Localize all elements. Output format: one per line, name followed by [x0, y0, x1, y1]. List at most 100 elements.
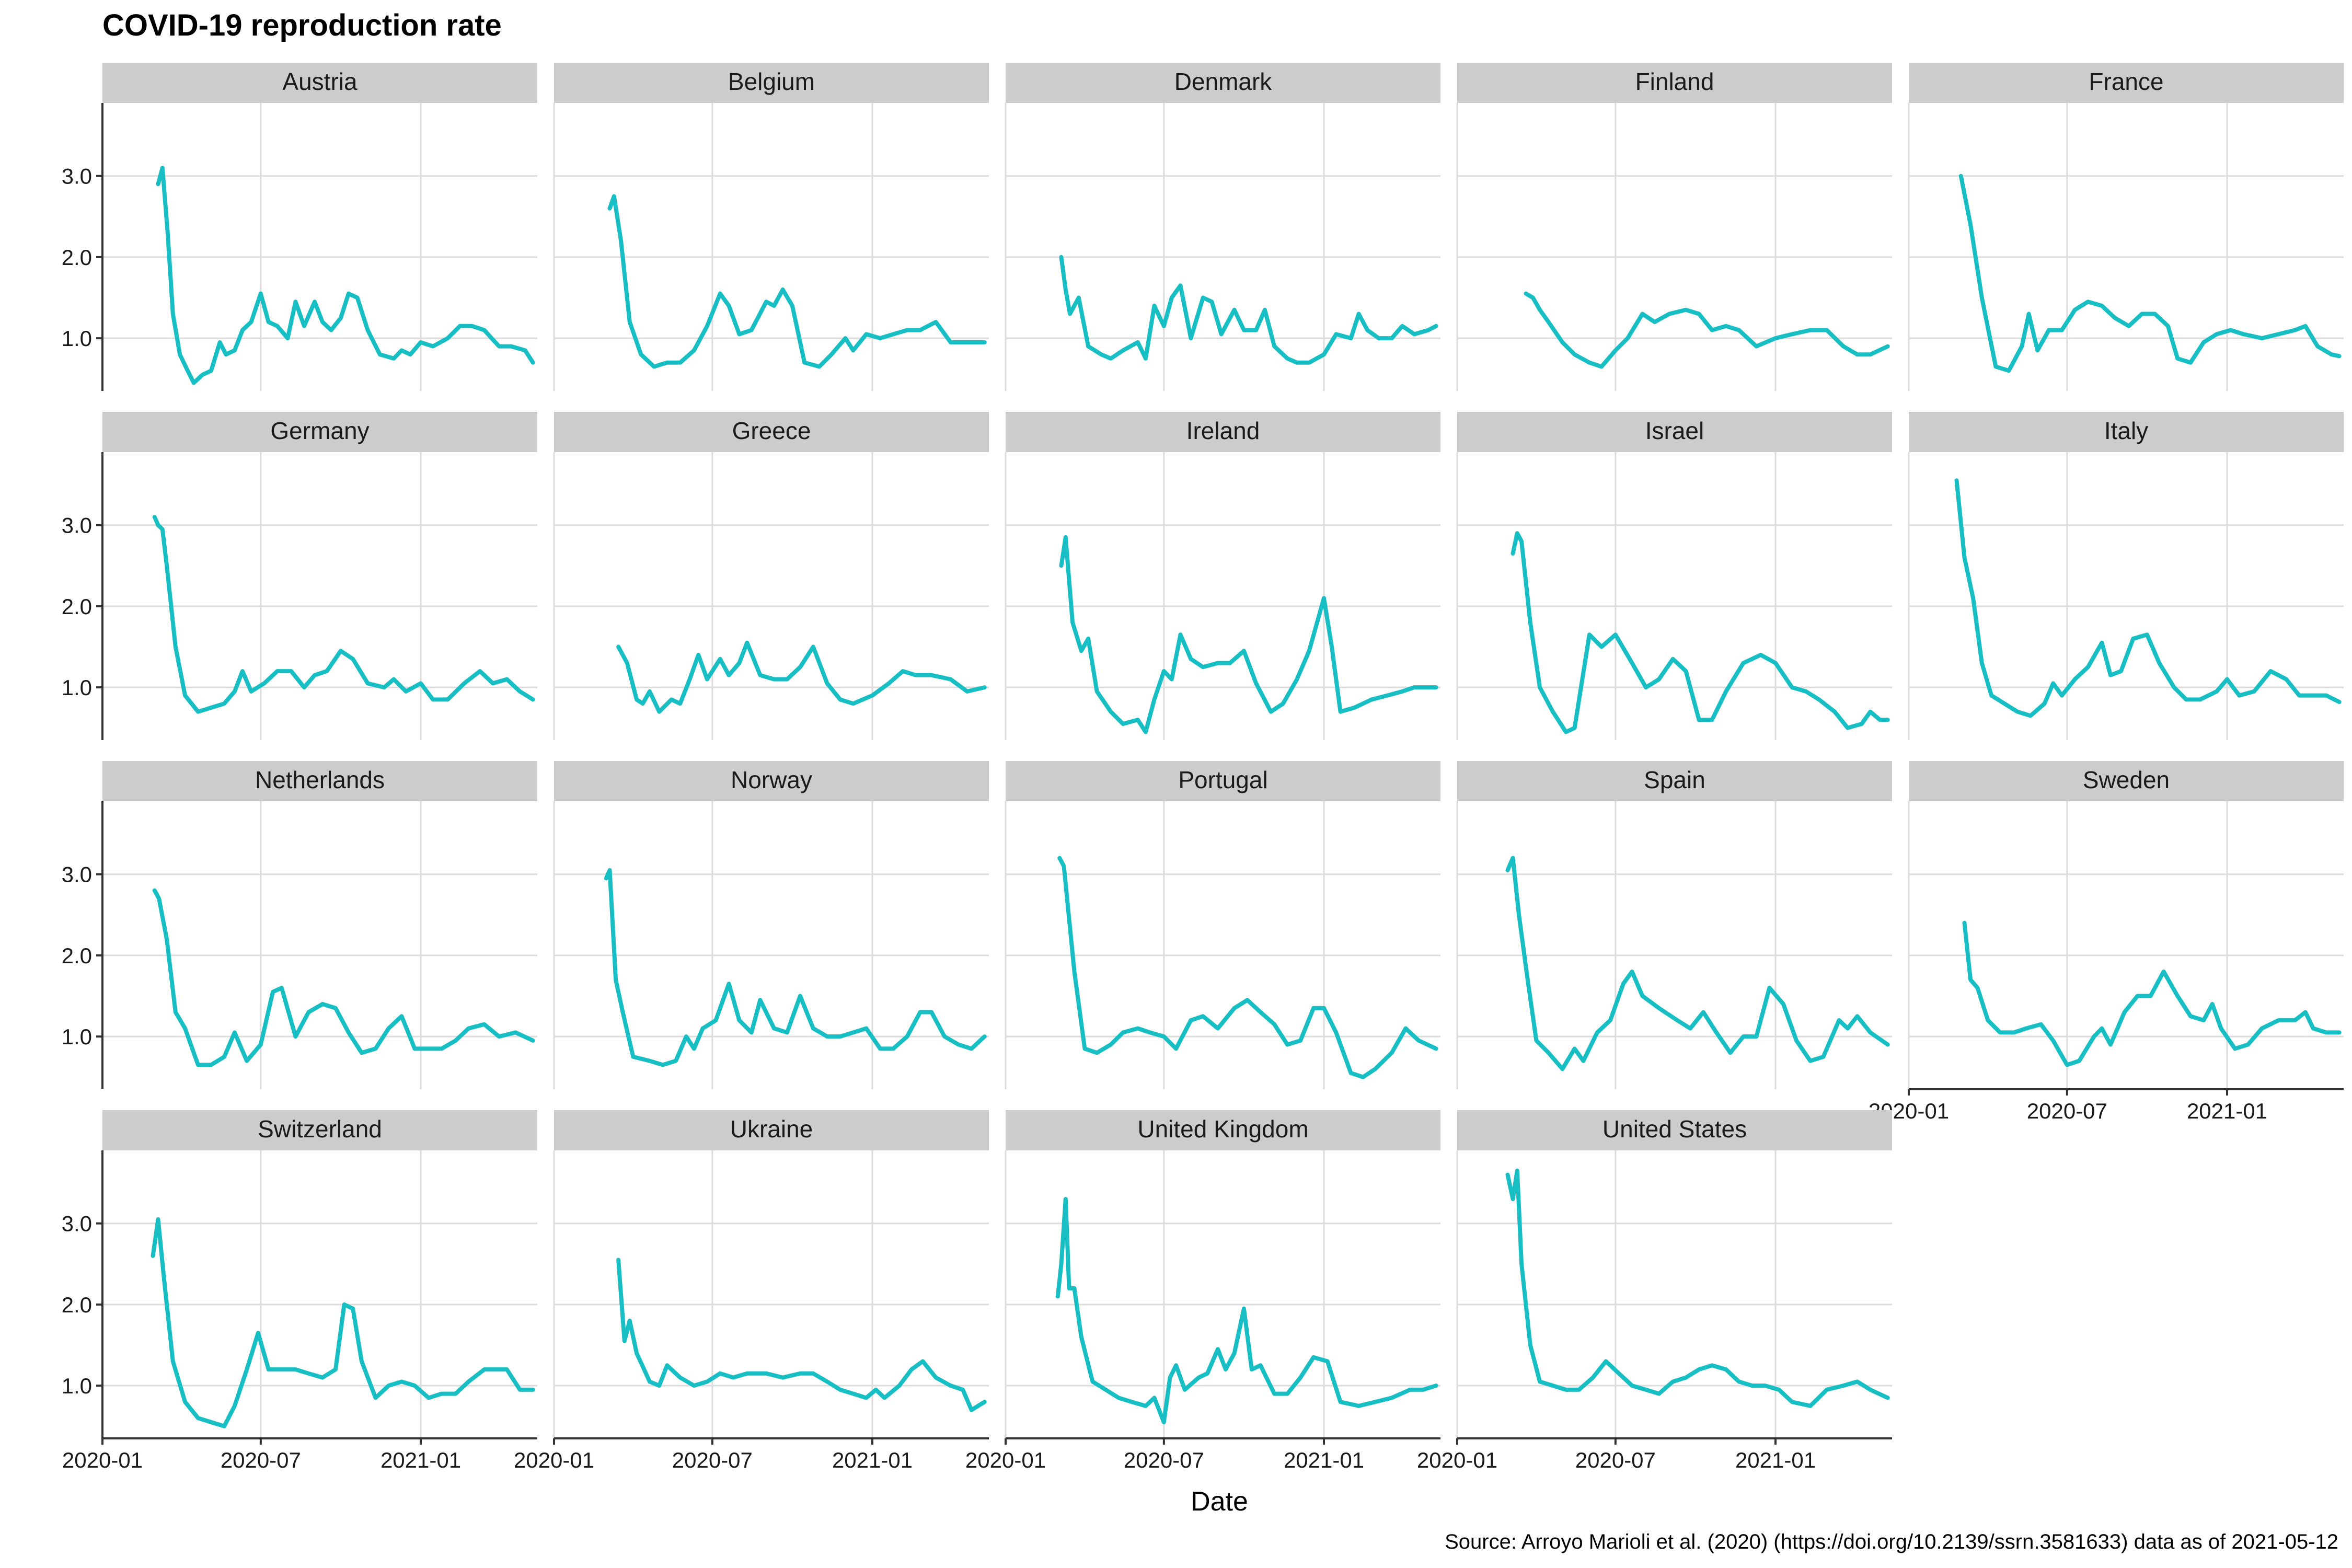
series-line: [1511, 531, 1890, 734]
facet-strip: [102, 412, 537, 452]
series-line: [1958, 174, 2342, 373]
series-line: [1962, 920, 2342, 1067]
x-tick-label: 2020-01: [62, 1448, 143, 1472]
y-tick-label: 3.0: [62, 513, 92, 538]
x-axis-title: Date: [1191, 1486, 1248, 1517]
facet-panel: Netherlands 1.0 2.0 3.0: [62, 761, 537, 1089]
facet-label: France: [2089, 68, 2163, 95]
x-tick-label: 2020-07: [1575, 1448, 1656, 1472]
series-line: [1059, 255, 1438, 365]
facet-panel: Switzerland 1.0 2.0 3.0 2020-01 2020-07 2021-0…: [62, 1110, 537, 1472]
facet-label: United Kingdom: [1137, 1115, 1308, 1143]
facet-strip: [102, 63, 537, 103]
facet-label: Switzerland: [258, 1115, 382, 1143]
series-line: [604, 868, 987, 1067]
facet-strip: [554, 412, 989, 452]
series-line: [1059, 535, 1438, 734]
facet-label: Italy: [2104, 417, 2148, 444]
facet-panel: Israel: [1456, 412, 1892, 740]
facet-strip: [1457, 761, 1892, 801]
facet-label: United States: [1602, 1115, 1747, 1143]
x-tick-label: 2020-07: [2027, 1099, 2107, 1123]
series-line: [1524, 291, 1890, 369]
series-line: [156, 166, 535, 385]
y-tick-label: 1.0: [62, 1024, 92, 1049]
facet-strip: [1909, 761, 2344, 801]
facet-panel: Spain: [1456, 761, 1892, 1089]
facet-label: Israel: [1645, 417, 1704, 444]
series-line: [1505, 856, 1890, 1071]
series-line: [1505, 1168, 1890, 1408]
series-line: [152, 515, 535, 714]
facet-panel: Finland: [1456, 63, 1892, 391]
facet-label: Austria: [282, 68, 358, 95]
facet-strip: [1006, 412, 1440, 452]
facet-strip: [1006, 1110, 1440, 1150]
x-tick-label: 2020-01: [1417, 1448, 1497, 1472]
facet-strip: [554, 63, 989, 103]
facet-strip: [102, 761, 537, 801]
facet-panel: Germany 1.0 2.0 3.0: [62, 412, 537, 740]
x-tick-label: 2021-01: [1284, 1448, 1364, 1472]
y-tick-label: 2.0: [62, 245, 92, 270]
y-tick-label: 3.0: [62, 1212, 92, 1236]
series-line: [607, 194, 987, 369]
x-tick-label: 2020-07: [672, 1448, 753, 1472]
facet-panel: Ukraine 2020-01 2020-07 2021-01: [514, 1110, 989, 1472]
facet-panel: Ireland: [1005, 412, 1440, 740]
facet-label: Spain: [1644, 766, 1705, 793]
x-tick-label: 2021-01: [381, 1448, 461, 1472]
facet-strip: [554, 761, 989, 801]
facet-panel: Norway: [553, 761, 989, 1089]
facet-label: Belgium: [728, 68, 815, 95]
facet-panel: Denmark: [1005, 63, 1440, 391]
facet-label: Norway: [731, 766, 812, 793]
facet-label: Ukraine: [730, 1115, 813, 1143]
facet-panel: Portugal: [1005, 761, 1440, 1089]
series-line: [616, 1258, 987, 1412]
x-tick-label: 2020-01: [965, 1448, 1046, 1472]
series-line: [1055, 1197, 1438, 1424]
y-tick-label: 2.0: [62, 943, 92, 968]
facet-label: Finland: [1635, 68, 1714, 95]
y-tick-label: 2.0: [62, 594, 92, 619]
facet-label: Portugal: [1178, 766, 1267, 793]
facet-panel: France: [1908, 63, 2344, 391]
x-tick-label: 2021-01: [1735, 1448, 1816, 1472]
facet-label: Denmark: [1174, 68, 1273, 95]
facet-panel: United Kingdom 2020-01 2020-07 2021-01: [965, 1110, 1440, 1472]
x-tick-label: 2020-07: [221, 1448, 301, 1472]
facet-panel: Belgium: [553, 63, 989, 391]
facet-strip: [1457, 412, 1892, 452]
facet-strip: [1457, 1110, 1892, 1150]
x-tick-label: 2020-01: [514, 1448, 594, 1472]
facet-panel: Greece: [553, 412, 989, 740]
x-tick-label: 2020-07: [1124, 1448, 1204, 1472]
x-tick-label: 2021-01: [2187, 1099, 2267, 1123]
series-line: [616, 640, 987, 714]
y-tick-label: 3.0: [62, 164, 92, 189]
facet-strip: [554, 1110, 989, 1150]
facet-label: Greece: [732, 417, 811, 444]
facet-panel: United States 2020-01 2020-07 2021-01: [1417, 1110, 1892, 1472]
series-line: [1057, 856, 1438, 1079]
facet-panel: Italy: [1908, 412, 2344, 740]
facet-strip: [1006, 63, 1440, 103]
facet-panels: Austria 1.0 2.0 3.0 Belgium Denmark Finland Fra…: [62, 63, 2344, 1472]
y-tick-label: 1.0: [62, 1374, 92, 1398]
facet-strip: [1909, 412, 2344, 452]
facet-label: Sweden: [2083, 766, 2170, 793]
facet-label: Germany: [270, 417, 369, 444]
y-tick-label: 1.0: [62, 675, 92, 700]
facet-label: Netherlands: [255, 766, 385, 793]
series-line: [1954, 478, 2342, 718]
facet-strip: [1006, 761, 1440, 801]
series-line: [151, 1217, 535, 1428]
facet-panel: Austria 1.0 2.0 3.0: [62, 63, 537, 391]
series-line: [152, 888, 535, 1067]
facet-strip: [1457, 63, 1892, 103]
chart-caption: Source: Arroyo Marioli et al. (2020) (ht…: [1445, 1530, 2338, 1553]
chart-title: COVID-19 reproduction rate: [102, 8, 502, 42]
y-tick-label: 3.0: [62, 862, 92, 887]
